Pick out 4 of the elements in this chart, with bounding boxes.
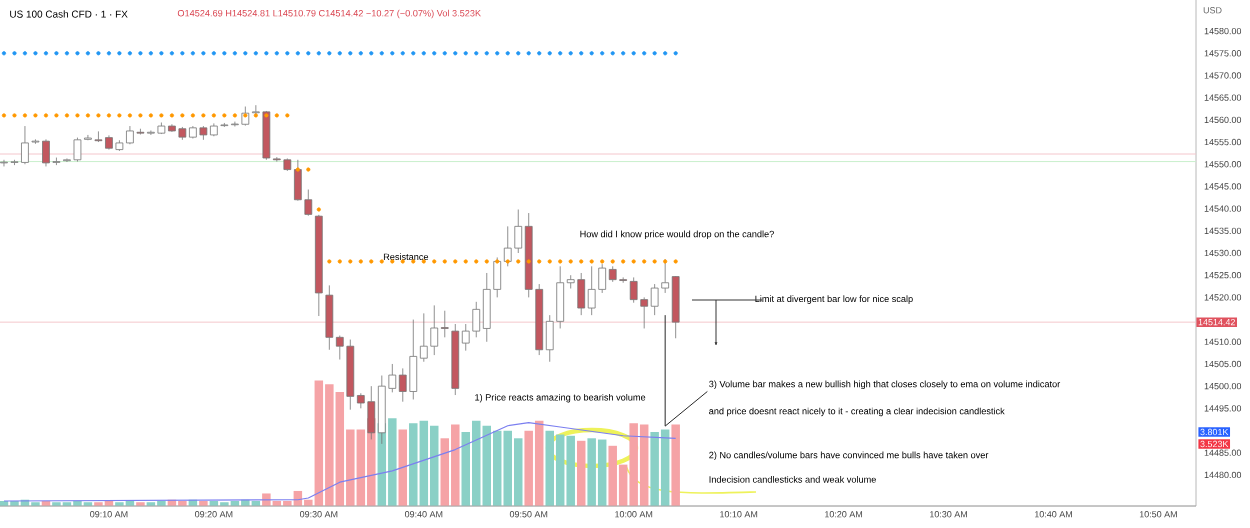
bar — [671, 424, 680, 506]
bar — [398, 429, 408, 506]
candlestick — [314, 215, 323, 317]
bar — [576, 440, 586, 506]
